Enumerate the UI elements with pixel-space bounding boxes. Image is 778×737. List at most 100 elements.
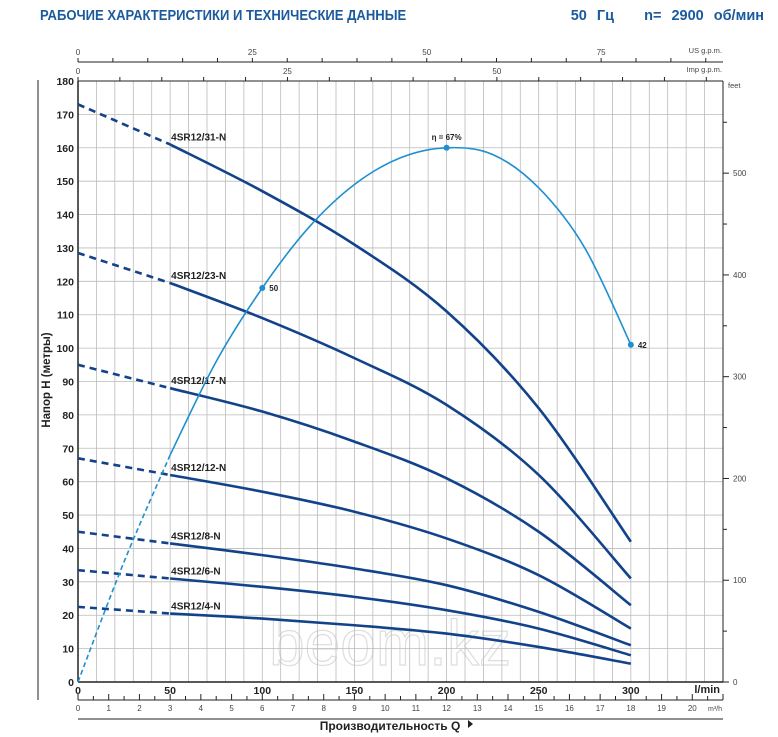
us-gpm-tick-label: 25 [248, 48, 257, 57]
pump-curve-dashed [77, 251, 171, 285]
y-tick-label: 100 [56, 343, 74, 355]
y-tick-label: 90 [62, 377, 74, 389]
feet-tick-label: 400 [733, 271, 747, 280]
y-tick-label: 30 [62, 577, 74, 589]
imp-gpm-tick-label: 0 [76, 67, 81, 76]
y-tick-label: 70 [62, 443, 74, 455]
y-tick-label: 140 [56, 210, 74, 222]
m3h-tick-label: 5 [229, 704, 234, 713]
m3h-tick-label: 8 [321, 704, 326, 713]
pump-curve-dashed [77, 605, 171, 615]
m3h-tick-label: 12 [442, 704, 451, 713]
y-tick-label: 20 [62, 610, 74, 622]
x-unit-label: l/min [694, 684, 720, 696]
efficiency-curve-dashed [77, 454, 171, 683]
m3h-tick-label: 6 [260, 704, 265, 713]
x-tick-label: 100 [254, 685, 272, 697]
m3h-tick-label: 19 [657, 704, 666, 713]
y-tick-label: 170 [56, 109, 74, 121]
y-axis-label: Напор H (метры) [41, 332, 53, 427]
x-tick-label: 200 [438, 685, 456, 697]
pump-curve [169, 143, 632, 543]
y-tick-label: 10 [62, 644, 74, 656]
pump-curve-dashed [77, 530, 171, 545]
y-tick-label: 180 [56, 76, 74, 88]
efficiency-marker [443, 144, 450, 151]
pump-curve-label: 4SR12/8-N [171, 531, 220, 542]
imp-gpm-tick-label: 25 [283, 67, 292, 76]
m3h-tick-label: 16 [565, 704, 574, 713]
efficiency-label: 42 [638, 341, 647, 350]
m3h-tick-label: 4 [199, 704, 204, 713]
m3h-tick-label: 11 [412, 704, 421, 713]
pump-curve-label: 4SR12/23-N [171, 271, 226, 282]
m3h-tick-label: 9 [352, 704, 357, 713]
y-tick-label: 40 [62, 543, 74, 555]
m3h-tick-label: 14 [504, 704, 513, 713]
y-tick-label: 0 [68, 677, 74, 689]
watermark: beom.kz [269, 607, 511, 679]
pump-curve-label: 4SR12/4-N [171, 602, 220, 613]
x-tick-label: 150 [346, 685, 364, 697]
y-tick-label: 120 [56, 276, 74, 288]
imp-gpm-unit: Imp g.p.m. [687, 65, 722, 74]
y-tick-label: 60 [62, 477, 74, 489]
feet-tick-label: 300 [733, 373, 747, 382]
feet-tick-label: 500 [733, 169, 747, 178]
y-tick-label: 80 [62, 410, 74, 422]
efficiency-label: 50 [269, 284, 278, 293]
pump-curve-label: 4SR12/12-N [171, 463, 226, 474]
pump-curve-label: 4SR12/31-N [171, 132, 226, 143]
x-axis-label-arrow-icon [468, 720, 473, 728]
pump-curve [170, 577, 632, 657]
pump-curve [169, 281, 632, 580]
frequency-speed: 50 Гц n= 2900 об/мин [571, 8, 764, 24]
page-title: РАБОЧИЕ ХАРАКТЕРИСТИКИ И ТЕХНИЧЕСКИЕ ДАН… [40, 8, 407, 24]
us-gpm-tick-label: 75 [597, 48, 606, 57]
y-tick-label: 150 [56, 176, 74, 188]
m3h-tick-label: 7 [291, 704, 296, 713]
us-gpm-tick-label: 0 [76, 48, 81, 57]
frequency: 50 Гц [570, 8, 615, 24]
pump-curve [169, 386, 632, 607]
m3h-tick-label: 13 [473, 704, 482, 713]
m3h-tick-label: 3 [168, 704, 173, 713]
m3h-tick-label: 0 [76, 704, 81, 713]
m3h-tick-label: 10 [381, 704, 390, 713]
x-axis-label: Производительность Q [320, 719, 461, 733]
imp-gpm-tick-label: 50 [492, 67, 501, 76]
efficiency-marker [627, 341, 634, 348]
pump-curve [170, 612, 632, 665]
m3h-unit: m³/h [708, 706, 722, 713]
efficiency-marker [259, 285, 266, 292]
feet-tick-label: 100 [733, 576, 747, 585]
efficiency-curve [169, 146, 632, 456]
m3h-tick-label: 17 [596, 704, 605, 713]
x-tick-label: 50 [164, 685, 176, 697]
us-gpm-unit: US g.p.m. [689, 46, 722, 55]
y-tick-label: 130 [56, 243, 74, 255]
pump-curve [169, 473, 632, 630]
feet-tick-label: 200 [733, 474, 747, 483]
pump-curve-label: 4SR12/17-N [171, 376, 226, 387]
m3h-tick-label: 20 [688, 704, 697, 713]
m3h-tick-label: 2 [137, 704, 142, 713]
x-tick-label: 250 [530, 685, 548, 697]
feet-tick-label: 0 [733, 678, 738, 687]
pump-curve-dashed [77, 103, 171, 146]
pump-curve-dashed [77, 568, 171, 580]
m3h-tick-label: 18 [626, 704, 635, 713]
x-tick-label: 300 [622, 685, 640, 697]
pump-curve [169, 542, 632, 647]
pump-curve-dashed [77, 363, 171, 390]
y-tick-label: 160 [56, 143, 74, 155]
m3h-tick-label: 1 [106, 704, 111, 713]
efficiency-label: η = 67% [432, 133, 462, 142]
y-tick-label: 110 [57, 310, 74, 322]
us-gpm-tick-label: 50 [422, 48, 431, 57]
feet-unit: feet [728, 81, 741, 90]
x-tick-label: 0 [75, 685, 81, 697]
speed: n= 2900 об/мин [644, 8, 764, 24]
pump-curve-label: 4SR12/6-N [171, 566, 220, 577]
